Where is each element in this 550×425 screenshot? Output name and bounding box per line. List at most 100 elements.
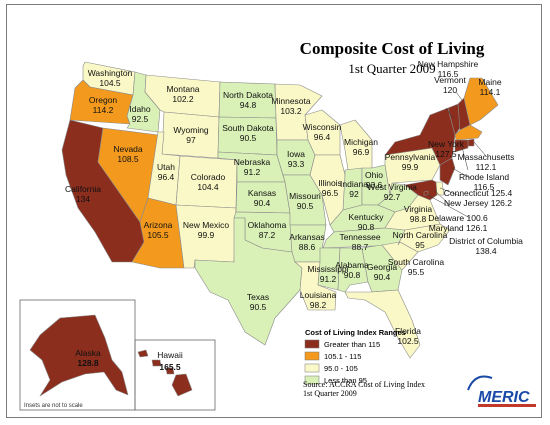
- label-wisconsin-value: 96.4: [314, 132, 331, 142]
- label-connecticut: Connecticut 125.4: [444, 188, 513, 198]
- label-delaware: Delaware 100.6: [428, 213, 488, 223]
- label-nebraska-name: Nebraska: [234, 157, 271, 167]
- label-new-york-value: 127.5: [435, 149, 457, 159]
- label-mississippi-name: Mississippi: [307, 264, 348, 274]
- label-district-of-columbia-name: District of Columbia: [449, 236, 523, 246]
- label-tennessee-value: 88.7: [352, 242, 369, 252]
- state-district-of-columbia: [423, 190, 429, 196]
- label-minnesota-name: Minnesota: [271, 96, 310, 106]
- label-montana-name: Montana: [166, 84, 199, 94]
- label-new-hampshire-name: New Hampshire: [418, 59, 479, 69]
- state-mississippi: [317, 247, 341, 291]
- label-texas-name: Texas: [247, 292, 269, 302]
- label-west-virginia-value: 92.7: [384, 192, 401, 202]
- label-colorado-value: 104.4: [197, 182, 219, 192]
- label-oklahoma-name: Oklahoma: [248, 220, 287, 230]
- label-michigan-value: 96.9: [353, 147, 370, 157]
- label-louisiana-value: 98.2: [310, 300, 327, 310]
- state-hawaii: [137, 349, 193, 397]
- state-florida: [344, 289, 421, 359]
- label-kansas-name: Kansas: [248, 188, 276, 198]
- label-new-york-name: New York: [428, 139, 465, 149]
- label-colorado-name: Colorado: [191, 172, 226, 182]
- label-iowa-name: Iowa: [287, 149, 305, 159]
- label-nevada-name: Nevada: [113, 144, 143, 154]
- label-mississippi-value: 91.2: [320, 274, 337, 284]
- label-nebraska-value: 91.2: [244, 167, 261, 177]
- state-idaho: [126, 71, 161, 133]
- label-vermont-value: 120: [443, 85, 457, 95]
- source-line-1: Source: ACCRA Cost of Living Index: [303, 380, 425, 389]
- label-utah-name: Utah: [157, 162, 175, 172]
- map-title: Composite Cost of Living: [299, 39, 485, 58]
- legend: Cost of Living Index Ranges Greater than…: [304, 328, 406, 385]
- label-california-value: 134: [76, 194, 90, 204]
- label-oklahoma-value: 87.2: [259, 230, 276, 240]
- label-missouri-value: 90.5: [297, 201, 314, 211]
- label-pennsylvania-name: Pennsylvania: [385, 152, 436, 162]
- label-nevada-value: 108.5: [117, 154, 139, 164]
- label-rhode-island-name: Rhode Island: [459, 172, 509, 182]
- label-hawaii-value: 165.5: [159, 362, 181, 372]
- label-north-carolina-name: North Carolina: [393, 230, 448, 240]
- state-connecticut: [454, 139, 469, 153]
- label-washington-value: 104.5: [99, 78, 121, 88]
- label-louisiana-name: Louisiana: [300, 290, 337, 300]
- label-south-dakota-name: South Dakota: [222, 123, 274, 133]
- legend-swatch-2: [304, 363, 320, 373]
- label-vermont-name: Vermont: [434, 75, 466, 85]
- label-virginia-name: Virginia: [404, 204, 432, 214]
- legend-label-0: Greater than 115: [324, 340, 380, 349]
- state-maryland: [404, 179, 438, 201]
- label-arkansas-name: Arkansas: [289, 232, 324, 242]
- label-south-carolina-name: South Carolina: [388, 257, 445, 267]
- label-washington-name: Washington: [88, 68, 133, 78]
- inset-note: Insets are not to scale: [24, 403, 83, 409]
- legend-label-2: 95.0 - 105: [324, 364, 358, 373]
- northeast-leader-lines: [425, 91, 487, 219]
- label-new-mexico-value: 99.9: [198, 230, 215, 240]
- label-kentucky-name: Kentucky: [349, 212, 385, 222]
- label-missouri-name: Missouri: [289, 191, 321, 201]
- legend-swatch-1: [304, 351, 320, 361]
- legend-swatch-3: [304, 375, 320, 385]
- label-arizona-name: Arizona: [144, 220, 173, 230]
- label-south-dakota-value: 90.5: [240, 133, 257, 143]
- label-virginia-value: 98.8: [410, 214, 427, 224]
- label-new-hampshire-value: 116.5: [438, 69, 459, 79]
- label-massachusetts-name: Massachusetts: [458, 152, 515, 162]
- label-iowa-value: 93.3: [288, 159, 305, 169]
- label-idaho-value: 92.5: [132, 114, 149, 124]
- state-new-jersey: [439, 157, 456, 186]
- legend-label-1: 105.1 - 115: [324, 352, 361, 361]
- label-kentucky-value: 90.8: [358, 222, 375, 232]
- label-new-mexico-name: New Mexico: [183, 220, 230, 230]
- label-florida-name: Florida: [395, 326, 421, 336]
- label-montana-value: 102.2: [172, 94, 194, 104]
- label-alaska-value: 128.8: [77, 358, 99, 368]
- label-wyoming-name: Wyoming: [173, 125, 209, 135]
- label-georgia-name: Georgia: [367, 262, 398, 272]
- label-ohio-value: 93.6: [366, 180, 383, 190]
- label-tennessee-name: Tennessee: [339, 232, 380, 242]
- state-texas: [194, 217, 303, 346]
- label-north-dakota-name: North Dakota: [223, 90, 273, 100]
- label-rhode-island-value: 116.5: [474, 182, 495, 192]
- label-district-of-columbia-value: 138.4: [475, 246, 497, 256]
- logo-text: MERIC: [478, 389, 530, 406]
- label-alabama-name: Alabama: [335, 260, 369, 270]
- state-alaska: [29, 314, 129, 397]
- label-minnesota-value: 103.2: [280, 106, 302, 116]
- label-hawaii-name: Hawaii: [157, 350, 183, 360]
- label-maryland: Maryland 126.1: [429, 223, 488, 233]
- label-illinois-name: Illinois: [318, 178, 342, 188]
- label-texas-value: 90.5: [250, 302, 267, 312]
- label-pennsylvania-value: 99.9: [402, 162, 419, 172]
- hawaii-inset-frame: [134, 339, 216, 411]
- source-line-2: 1st Quarter 2009: [303, 389, 357, 398]
- label-massachusetts-value: 112.1: [476, 162, 497, 172]
- label-idaho-name: Idaho: [129, 104, 151, 114]
- label-north-dakota-value: 94.8: [240, 100, 257, 110]
- label-west-virginia-name: West Virginia: [367, 182, 417, 192]
